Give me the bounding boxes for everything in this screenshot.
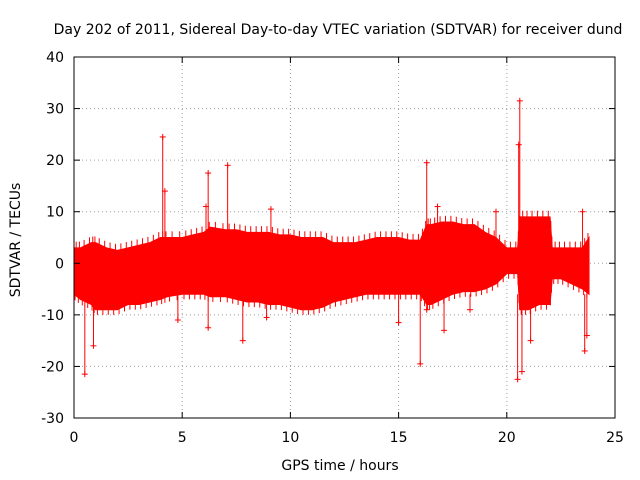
axis-ticks: 0 5 10 15 20 25 -30 -20 -10 0 10 20 30 40	[41, 50, 624, 446]
y-axis-label: SDTVAR / TECUs	[8, 183, 24, 298]
y-tick-label: -20	[41, 359, 64, 375]
plot-frame	[73, 56, 616, 419]
data-point	[467, 306, 474, 313]
x-tick-label: 15	[390, 430, 408, 446]
y-tick-label: 0	[55, 256, 64, 272]
data-point	[514, 376, 521, 383]
y-tick-label: 10	[46, 205, 64, 221]
data-point	[90, 342, 97, 349]
data-point	[224, 162, 231, 169]
x-tick-label: 20	[498, 430, 516, 446]
y-tick-label: -10	[41, 308, 64, 324]
x-tick-label: 10	[281, 430, 299, 446]
data-point	[423, 159, 430, 166]
data-point	[581, 347, 588, 354]
y-tick-label: 30	[46, 102, 64, 118]
x-tick-label: 5	[178, 430, 187, 446]
chart-title: Day 202 of 2011, Sidereal Day-to-day VTE…	[54, 22, 623, 38]
data-point	[203, 203, 210, 210]
x-tick-label: 25	[606, 430, 624, 446]
data-point	[161, 188, 168, 195]
y-tick-label: 40	[46, 50, 64, 66]
data-point	[518, 368, 525, 375]
data-point	[205, 324, 212, 331]
data-point	[583, 332, 590, 339]
data-point	[239, 337, 246, 344]
y-tick-label: 20	[46, 153, 64, 169]
data-point	[395, 319, 402, 326]
data-point	[434, 203, 441, 210]
data-series	[73, 97, 590, 383]
y-tick-label: -30	[41, 411, 64, 427]
data-point	[515, 141, 522, 148]
data-point	[417, 360, 424, 367]
data-point	[81, 371, 88, 378]
data-point	[441, 327, 448, 334]
data-point	[527, 337, 534, 344]
data-point	[516, 97, 523, 104]
data-point	[579, 208, 586, 215]
data-point	[263, 314, 270, 321]
data-point	[174, 317, 181, 324]
data-point	[267, 206, 274, 213]
data-point	[159, 133, 166, 140]
x-tick-label: 0	[70, 430, 79, 446]
data-point	[492, 208, 499, 215]
data-point	[423, 306, 430, 313]
data-point	[205, 170, 212, 177]
x-axis-label: GPS time / hours	[281, 458, 398, 474]
